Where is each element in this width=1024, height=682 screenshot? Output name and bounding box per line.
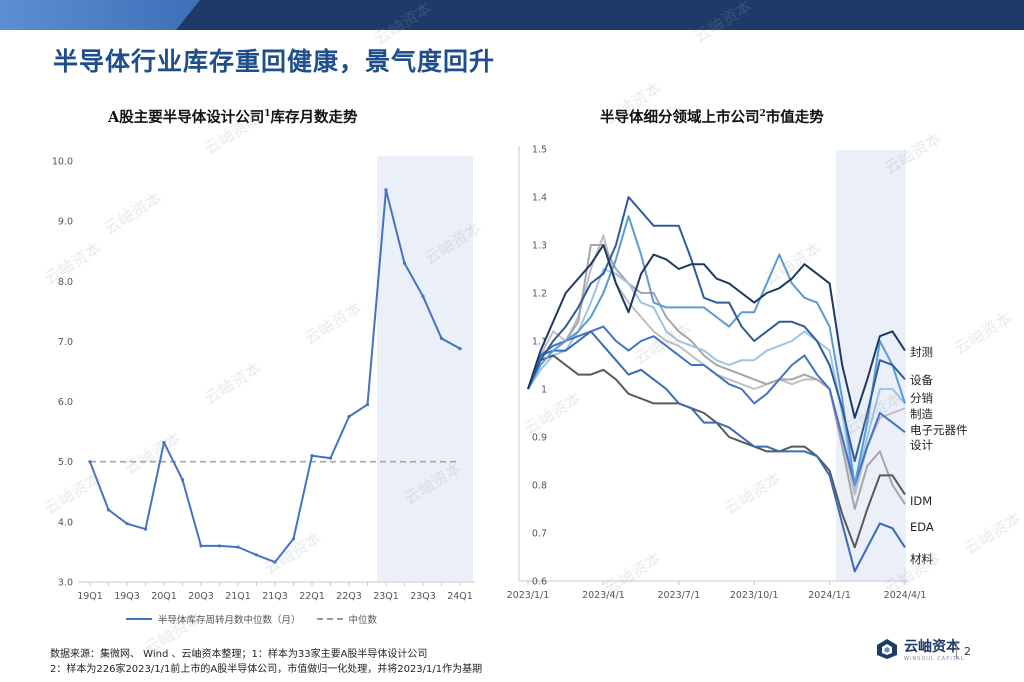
right-x-tick-label: 2023/7/1 xyxy=(657,590,700,601)
left-series-point-inventory xyxy=(273,560,277,564)
left-x-tick-label: 20Q3 xyxy=(188,591,214,602)
left-x-tick-label: 21Q1 xyxy=(225,591,251,602)
left-series-point-inventory xyxy=(88,460,92,464)
right-series-label: EDA xyxy=(910,520,934,534)
right-series-label: 材料 xyxy=(910,552,933,566)
page-number-divider xyxy=(956,641,957,659)
left-series-point-inventory xyxy=(328,456,333,460)
left-series-point-inventory xyxy=(310,454,314,458)
logo-subtext: WINSOUL CAPITAL xyxy=(904,656,965,662)
page-title: 半导体行业库存重回健康，景气度回升 xyxy=(53,47,496,76)
left-series-point-inventory xyxy=(458,347,462,351)
left-series-point-inventory xyxy=(106,508,111,512)
left-y-tick-label: 6.0 xyxy=(58,397,73,408)
left-highlight-region xyxy=(377,156,473,582)
right-series-line-7 xyxy=(527,330,906,573)
right-chart-title-main: 半导体细分领域上市公司 xyxy=(600,109,760,126)
left-series-point-inventory xyxy=(217,544,222,548)
left-series-point-inventory xyxy=(180,478,185,482)
left-y-tick-label: 4.0 xyxy=(58,517,73,528)
left-x-tick-label: 22Q3 xyxy=(336,591,362,602)
left-series-point-inventory xyxy=(421,294,425,298)
left-series-point-inventory xyxy=(162,440,166,445)
page-number: 2 xyxy=(964,645,971,658)
right-x-tick-label: 2023/10/1 xyxy=(730,590,779,601)
left-chart-title-sup: 1 xyxy=(264,109,271,120)
right-series-label: 制造 xyxy=(910,407,933,421)
right-y-tick-label: 1.3 xyxy=(532,241,547,252)
right-y-tick-label: 1.2 xyxy=(532,289,547,300)
right-y-tick-label: 1.4 xyxy=(532,193,547,204)
left-series-point-inventory xyxy=(143,527,148,531)
left-chart-title-main: A股主要半导体设计公司 xyxy=(108,109,265,126)
right-x-tick-label: 2024/1/1 xyxy=(808,590,851,601)
right-y-tick-label: 0.8 xyxy=(532,481,547,492)
left-chart-legend: 半导体库存周转月数中位数（月） 中位数 xyxy=(126,612,377,626)
right-y-tick-label: 1 xyxy=(541,385,547,396)
legend-swatch-inventory xyxy=(126,618,152,620)
right-chart-title-suffix: 市值走势 xyxy=(765,109,824,126)
logo-text: 云岫资本 xyxy=(904,639,960,655)
right-series-label: IDM xyxy=(910,494,932,508)
right-chart-title: 半导体细分领域上市公司2市值走势 xyxy=(600,106,824,127)
left-x-tick-label: 21Q3 xyxy=(262,591,288,602)
left-x-tick-label: 19Q3 xyxy=(114,591,140,602)
footnote-source: 数据来源：集微网、 Wind 、云岫资本整理；1：样本为33家主要A股半导体设计… xyxy=(50,649,428,660)
right-y-tick-label: 1.5 xyxy=(532,145,547,156)
right-series-line-2 xyxy=(527,215,906,486)
left-x-tick-label: 22Q1 xyxy=(299,591,325,602)
right-x-tick-label: 2023/4/1 xyxy=(582,590,625,601)
left-series-point-inventory xyxy=(236,545,240,549)
left-series-point-inventory xyxy=(384,188,388,192)
right-y-tick-label: 0.6 xyxy=(532,577,547,588)
right-series-label: 封测 xyxy=(910,345,933,359)
legend-label-inventory: 半导体库存周转月数中位数（月） xyxy=(158,615,301,626)
right-series-label: 设计 xyxy=(910,438,933,452)
right-series-label: 电子元器件 xyxy=(910,423,968,437)
left-series-point-inventory xyxy=(402,261,407,265)
left-series-point-inventory xyxy=(125,522,129,526)
left-x-tick-label: 20Q1 xyxy=(151,591,177,602)
right-y-tick-label: 0.9 xyxy=(532,433,547,444)
left-series-point-inventory xyxy=(291,537,296,541)
logo-words: 云岫资本 WINSOUL CAPITAL xyxy=(904,636,965,662)
right-series-line-3 xyxy=(527,268,906,491)
right-series-line-0 xyxy=(527,244,906,419)
left-y-tick-label: 10.0 xyxy=(52,157,73,168)
right-series-line-1 xyxy=(527,196,906,462)
right-y-tick-label: 0.7 xyxy=(532,529,547,540)
left-chart-title-suffix: 库存月数走势 xyxy=(270,109,358,126)
right-series-line-8 xyxy=(527,244,906,510)
right-y-tick-label: 1.1 xyxy=(532,337,547,348)
top-banner-accent xyxy=(0,0,200,30)
left-x-tick-label: 23Q3 xyxy=(410,591,436,602)
left-series-point-inventory xyxy=(254,553,259,557)
left-y-tick-label: 7.0 xyxy=(58,337,73,348)
right-series-label: 设备 xyxy=(910,373,933,387)
left-y-tick-label: 9.0 xyxy=(58,217,73,228)
left-y-tick-label: 8.0 xyxy=(58,277,73,288)
logo-mark-icon xyxy=(877,639,897,659)
left-x-tick-label: 19Q1 xyxy=(77,591,103,602)
legend-swatch-median xyxy=(316,618,343,620)
right-series-label: 分销 xyxy=(910,391,933,405)
legend-label-median: 中位数 xyxy=(348,615,378,626)
left-y-tick-label: 3.0 xyxy=(58,578,73,589)
footnote-sample: 2：样本为226家2023/1/1前上市的A股半导体公司，市值做归一化处理，并将… xyxy=(50,664,483,675)
top-banner xyxy=(0,0,1024,30)
left-x-tick-label: 23Q1 xyxy=(373,591,399,602)
left-series-point-inventory xyxy=(365,402,370,407)
right-chart-title-sup: 2 xyxy=(759,109,766,120)
left-x-tick-label: 24Q1 xyxy=(447,591,473,602)
left-series-point-inventory xyxy=(439,336,444,341)
left-y-tick-label: 5.0 xyxy=(58,457,73,468)
right-x-tick-label: 2023/1/1 xyxy=(507,590,550,601)
left-series-point-inventory xyxy=(199,544,203,548)
left-chart-title: A股主要半导体设计公司1库存月数走势 xyxy=(108,106,358,127)
left-series-point-inventory xyxy=(347,415,351,419)
right-x-tick-label: 2024/4/1 xyxy=(884,590,927,601)
company-logo: 云岫资本 WINSOUL CAPITAL xyxy=(876,636,965,662)
